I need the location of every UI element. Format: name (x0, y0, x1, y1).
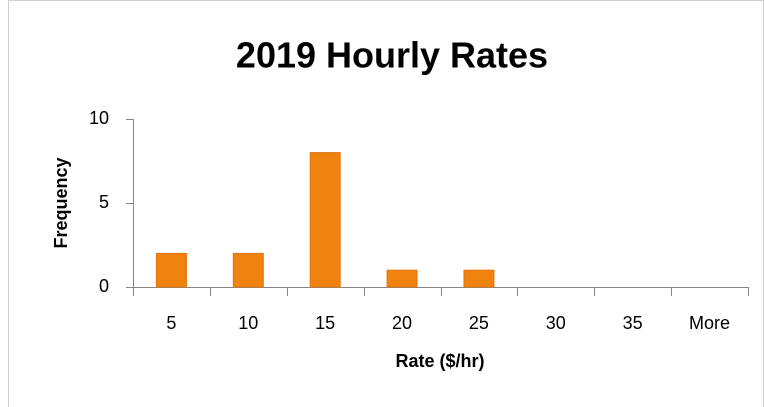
bar (463, 269, 495, 288)
x-axis-label: Rate ($/hr) (395, 351, 484, 371)
chart-title: 2019 Hourly Rates (236, 35, 548, 76)
x-tick-label: 20 (392, 313, 412, 333)
bar (155, 252, 187, 288)
y-tick-label: 0 (99, 276, 109, 296)
x-tick-label: 25 (469, 313, 489, 333)
bar (386, 269, 418, 288)
bar (232, 252, 264, 288)
x-tick-label: 30 (546, 313, 566, 333)
x-tick-label: 5 (166, 313, 176, 333)
x-tick-label: More (689, 313, 730, 333)
y-tick-label: 10 (89, 108, 109, 128)
bar (309, 152, 341, 288)
y-tick-label: 5 (99, 192, 109, 212)
x-tick-label: 10 (238, 313, 258, 333)
x-tick-label: 35 (623, 313, 643, 333)
x-tick-label: 15 (315, 313, 335, 333)
y-axis-label: Frequency (51, 157, 71, 248)
chart-border (8, 0, 764, 407)
